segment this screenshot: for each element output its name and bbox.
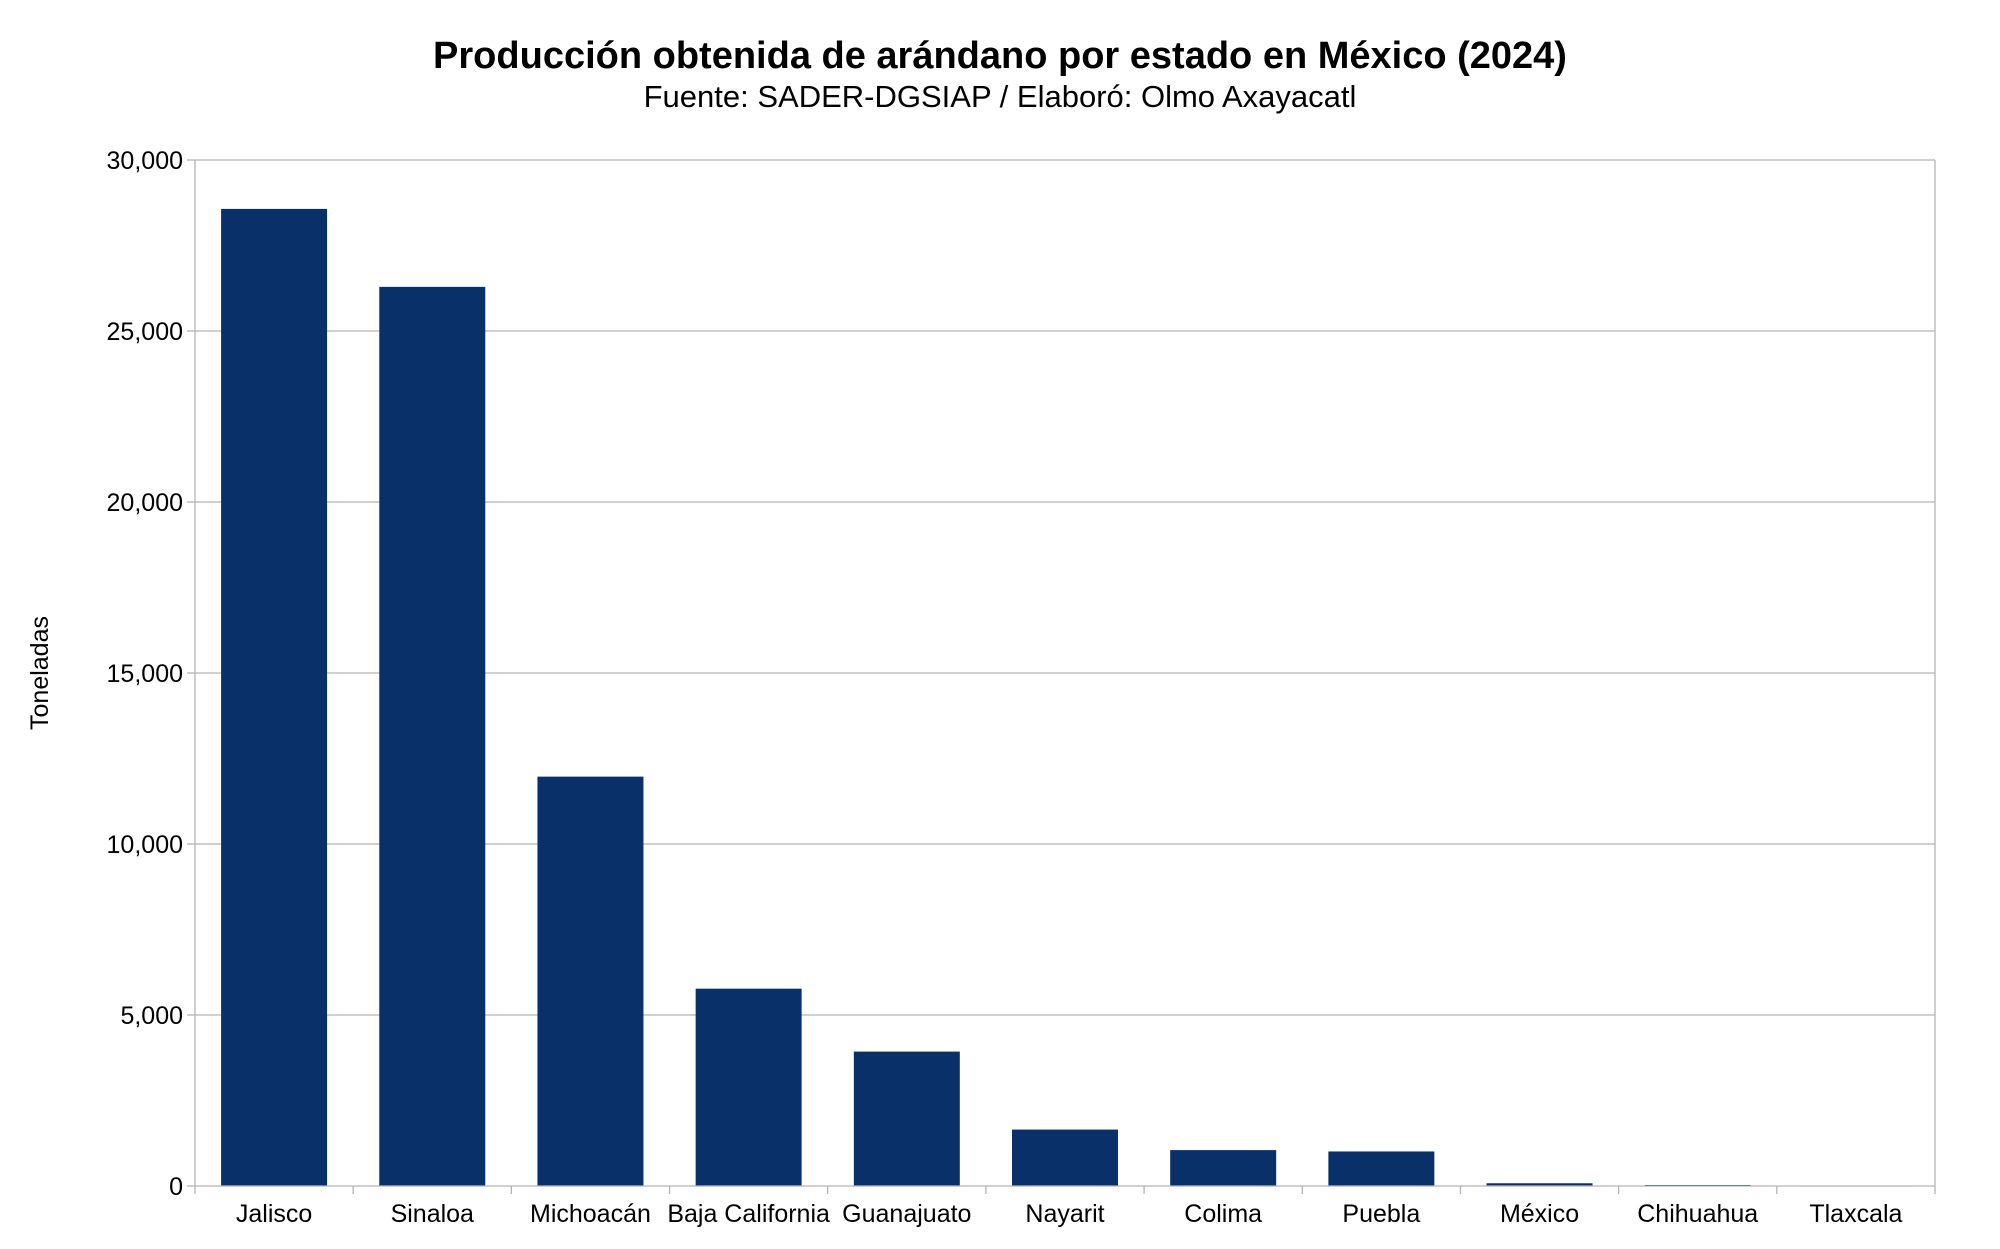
y-tick-label: 25,000 [107, 318, 183, 346]
bar-colima [1170, 1150, 1277, 1186]
x-tick-label: Sinaloa [391, 1200, 474, 1228]
chart-subtitle: Fuente: SADER-DGSIAP / Elaboró: Olmo Axa… [644, 79, 1357, 114]
bar-jalisco [221, 208, 328, 1186]
bar-baja-california [695, 988, 802, 1186]
x-tick-label: Nayarit [1025, 1200, 1104, 1228]
x-tick-label: Puebla [1342, 1200, 1420, 1228]
y-tick-label: 5,000 [120, 1002, 183, 1030]
x-tick-label: México [1500, 1200, 1579, 1228]
bar-michoacán [537, 776, 644, 1186]
x-tick-label: Jalisco [236, 1200, 312, 1228]
y-tick-label: 20,000 [107, 489, 183, 517]
y-tick-label: 30,000 [107, 147, 183, 175]
chart-title: Producción obtenida de arándano por esta… [433, 35, 1567, 77]
x-tick-label: Michoacán [530, 1200, 651, 1228]
bar-guanajuato [853, 1051, 960, 1186]
bar-nayarit [1012, 1129, 1118, 1186]
x-tick-label: Chihuahua [1637, 1200, 1758, 1228]
bars [221, 208, 1909, 1187]
y-tick-label: 0 [169, 1173, 183, 1201]
bar-sinaloa [379, 286, 486, 1187]
bar-puebla [1328, 1151, 1435, 1186]
x-tick-labels: Jalisco Sinaloa Michoacán Baja California Gu… [236, 1200, 1903, 1228]
x-tick-label: Colima [1184, 1200, 1262, 1228]
x-tick-label: Tlaxcala [1809, 1200, 1902, 1228]
y-tick-label: 15,000 [107, 660, 183, 688]
axes [187, 159, 1936, 1194]
x-tick-label: Guanajuato [842, 1200, 971, 1228]
y-tick-label: 10,000 [107, 831, 183, 859]
y-tick-labels: 0 5,000 10,000 15,000 20,000 25,000 30,000 [107, 147, 183, 1201]
bar-méxico [1486, 1183, 1593, 1186]
x-tick-label: Baja California [667, 1200, 830, 1228]
y-axis-label: Toneladas [26, 616, 54, 730]
